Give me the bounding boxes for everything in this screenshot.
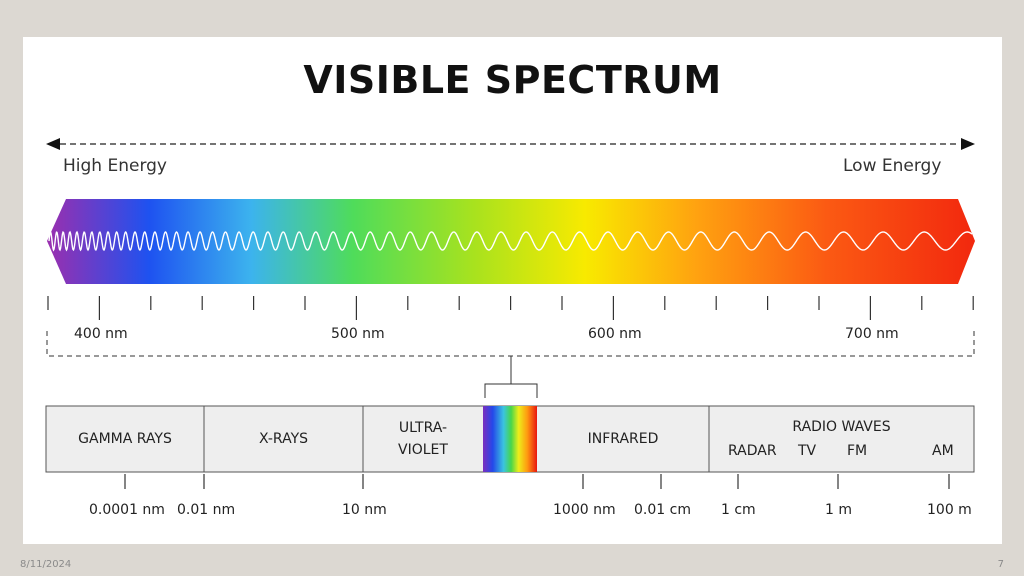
scale-label-6: 1 m (825, 502, 852, 518)
scale-label-7: 100 m (927, 502, 972, 518)
low-energy-label: Low Energy (843, 156, 942, 176)
wavelength-label-400: 400 nm (74, 326, 128, 342)
band-infrared: INFRARED (587, 431, 659, 447)
sine-wave (48, 230, 973, 252)
scale-label-1: 0.01 nm (177, 502, 236, 518)
sub-band-radar: RADAR (728, 443, 777, 459)
wavelength-ticks (47, 296, 974, 320)
sub-band-tv: TV (798, 443, 817, 459)
spectrum-band (47, 199, 975, 284)
scale-label-4: 0.01 cm (634, 502, 691, 518)
footer-date: 8/11/2024 (20, 559, 72, 570)
visible-band-swatch (483, 406, 537, 472)
band-ultraviolet-line1: ULTRA- (398, 420, 448, 436)
wavelength-label-700: 700 nm (845, 326, 899, 342)
scale-ticks (124, 474, 950, 489)
scale-label-0: 0.0001 nm (89, 502, 165, 518)
sub-band-fm: FM (847, 443, 868, 459)
em-spectrum-table (45, 405, 975, 473)
scale-label-5: 1 cm (721, 502, 756, 518)
band-radio-waves: RADIO WAVES (792, 419, 891, 435)
scale-label-2: 10 nm (342, 502, 387, 518)
high-energy-label: High Energy (63, 156, 167, 176)
page-title: VISIBLE SPECTRUM (303, 58, 722, 102)
sub-band-am: AM (932, 443, 954, 459)
band-gamma-rays: GAMMA RAYS (78, 431, 172, 447)
wavelength-label-600: 600 nm (588, 326, 642, 342)
wavelength-label-500: 500 nm (331, 326, 385, 342)
scale-label-3: 1000 nm (553, 502, 616, 518)
energy-arrow (46, 138, 975, 150)
range-bracket (46, 331, 975, 398)
band-x-rays: X-RAYS (258, 431, 309, 447)
band-ultraviolet-line2: VIOLET (398, 442, 448, 458)
footer-page-number: 7 (997, 559, 1004, 570)
